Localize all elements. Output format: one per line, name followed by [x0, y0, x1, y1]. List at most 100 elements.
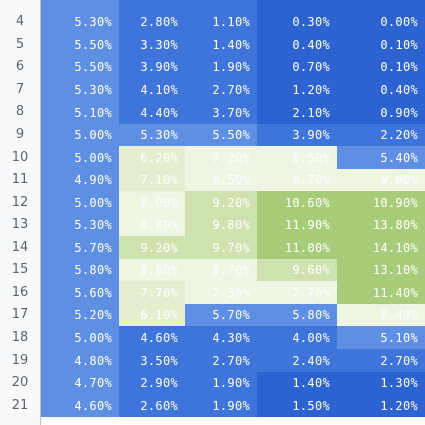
cell-E-row13[interactable]: 13.80%: [337, 213, 425, 237]
cell-C-row15[interactable]: 8.70%: [185, 258, 257, 282]
cell-B-row14[interactable]: 9.20%: [119, 236, 185, 260]
cell-C-row12[interactable]: 9.20%: [185, 191, 257, 215]
cell-E-row16[interactable]: 11.40%: [337, 281, 425, 305]
cell-E-row14[interactable]: 14.10%: [337, 236, 425, 260]
cell-D-row7[interactable]: 1.20%: [257, 78, 337, 102]
cell-A-row7[interactable]: 5.30%: [41, 78, 119, 102]
cell-C-row8[interactable]: 3.70%: [185, 100, 257, 125]
cell-B-row20[interactable]: 2.90%: [119, 371, 185, 395]
cell-C-row14[interactable]: 9.70%: [185, 236, 257, 260]
cell-B-row6[interactable]: 3.90%: [119, 55, 185, 79]
row-number[interactable]: 11: [11, 172, 29, 188]
cell-B-row8[interactable]: 4.40%: [119, 100, 185, 125]
cell-D-row9[interactable]: 3.90%: [257, 123, 337, 147]
cell-B-row15[interactable]: 8.80%: [119, 258, 185, 282]
cell-D-row18[interactable]: 4.00%: [257, 326, 337, 350]
cell-partial-row[interactable]: [119, 416, 185, 425]
cell-C-row6[interactable]: 1.90%: [185, 55, 257, 79]
cell-B-row19[interactable]: 3.50%: [119, 349, 185, 373]
cell-D-row15[interactable]: 9.60%: [257, 258, 337, 282]
row-number[interactable]: 16: [11, 284, 29, 300]
cell-C-row13[interactable]: 9.80%: [185, 213, 257, 237]
row-number[interactable]: 14: [11, 239, 29, 255]
cell-E-row12[interactable]: 10.90%: [337, 191, 425, 215]
cell-E-row15[interactable]: 13.10%: [337, 258, 425, 282]
cell-partial-row[interactable]: [185, 0, 257, 12]
cell-D-row10[interactable]: 6.50%: [257, 146, 337, 170]
cell-B-row16[interactable]: 7.70%: [119, 281, 185, 305]
row-number[interactable]: 6: [15, 59, 25, 75]
cell-D-row11[interactable]: 8.70%: [257, 168, 337, 192]
cell-E-row19[interactable]: 2.70%: [337, 349, 425, 373]
cell-A-row18[interactable]: 5.00%: [41, 326, 119, 350]
cell-E-row11[interactable]: 9.00%: [337, 168, 425, 192]
cell-A-row17[interactable]: 5.20%: [41, 303, 119, 328]
cell-A-row20[interactable]: 4.70%: [41, 371, 119, 395]
cell-A-row11[interactable]: 4.90%: [41, 168, 119, 192]
cell-D-row5[interactable]: 0.40%: [257, 33, 337, 57]
cell-partial-row[interactable]: [41, 0, 119, 12]
cell-D-row17[interactable]: 5.80%: [257, 303, 337, 328]
cell-A-row5[interactable]: 5.50%: [41, 33, 119, 57]
row-number[interactable]: 21: [11, 397, 29, 413]
cell-A-row21[interactable]: 4.60%: [41, 394, 119, 418]
cell-A-row14[interactable]: 5.70%: [41, 236, 119, 260]
cell-A-row12[interactable]: 5.00%: [41, 191, 119, 215]
cell-A-row9[interactable]: 5.00%: [41, 123, 119, 147]
cell-B-row21[interactable]: 2.60%: [119, 394, 185, 418]
cell-B-row5[interactable]: 3.30%: [119, 33, 185, 57]
cell-B-row10[interactable]: 6.20%: [119, 146, 185, 170]
cell-C-row4[interactable]: 1.10%: [185, 10, 257, 34]
row-number[interactable]: 12: [11, 194, 29, 210]
cell-A-row15[interactable]: 5.80%: [41, 258, 119, 282]
cell-B-row4[interactable]: 2.80%: [119, 10, 185, 34]
cell-D-row20[interactable]: 1.40%: [257, 371, 337, 395]
row-number[interactable]: 15: [11, 262, 29, 278]
row-number[interactable]: 8: [15, 104, 25, 120]
cell-partial-row[interactable]: [337, 0, 425, 12]
cell-A-row10[interactable]: 5.00%: [41, 146, 119, 170]
cell-E-row8[interactable]: 0.90%: [337, 100, 425, 125]
row-number[interactable]: 18: [11, 329, 29, 345]
row-number[interactable]: 9: [15, 127, 25, 142]
cell-partial-row[interactable]: [185, 416, 257, 425]
cell-C-row5[interactable]: 1.40%: [185, 33, 257, 57]
cell-B-row11[interactable]: 7.10%: [119, 168, 185, 192]
cell-E-row21[interactable]: 1.20%: [337, 394, 425, 418]
row-number[interactable]: 10: [11, 149, 29, 165]
cell-E-row20[interactable]: 1.30%: [337, 371, 425, 395]
cell-E-row18[interactable]: 5.10%: [337, 326, 425, 350]
cell-E-row4[interactable]: 0.00%: [337, 10, 425, 34]
cell-A-row19[interactable]: 4.80%: [41, 349, 119, 373]
cell-C-row16[interactable]: 7.30%: [185, 281, 257, 305]
cell-A-row6[interactable]: 5.50%: [41, 55, 119, 79]
cell-C-row17[interactable]: 5.70%: [185, 303, 257, 328]
cell-E-row5[interactable]: 0.10%: [337, 33, 425, 57]
row-number[interactable]: 19: [11, 352, 29, 368]
cell-E-row7[interactable]: 0.40%: [337, 78, 425, 102]
cell-B-row18[interactable]: 4.60%: [119, 326, 185, 350]
cell-D-row13[interactable]: 11.90%: [257, 213, 337, 237]
cell-partial-row[interactable]: [337, 416, 425, 425]
cell-A-row8[interactable]: 5.10%: [41, 100, 119, 125]
cell-C-row18[interactable]: 4.30%: [185, 326, 257, 350]
cell-B-row13[interactable]: 8.80%: [119, 213, 185, 237]
cell-C-row21[interactable]: 1.90%: [185, 394, 257, 418]
cell-A-row4[interactable]: 5.30%: [41, 10, 119, 34]
cell-partial-row[interactable]: [257, 416, 337, 425]
row-number[interactable]: 17: [11, 307, 29, 323]
cell-D-row14[interactable]: 11.00%: [257, 236, 337, 260]
row-number[interactable]: 20: [11, 375, 29, 391]
cell-B-row17[interactable]: 6.10%: [119, 303, 185, 328]
cell-B-row9[interactable]: 5.30%: [119, 123, 185, 147]
cell-C-row9[interactable]: 5.50%: [185, 123, 257, 147]
row-number[interactable]: 7: [15, 81, 25, 97]
cell-A-row16[interactable]: 5.60%: [41, 281, 119, 305]
row-number[interactable]: 13: [11, 217, 29, 233]
cell-B-row7[interactable]: 4.10%: [119, 78, 185, 102]
cell-partial-row[interactable]: [257, 0, 337, 12]
cell-A-row13[interactable]: 5.30%: [41, 213, 119, 237]
cell-E-row6[interactable]: 0.10%: [337, 55, 425, 79]
row-number[interactable]: 5: [15, 36, 25, 52]
cell-D-row8[interactable]: 2.10%: [257, 100, 337, 125]
